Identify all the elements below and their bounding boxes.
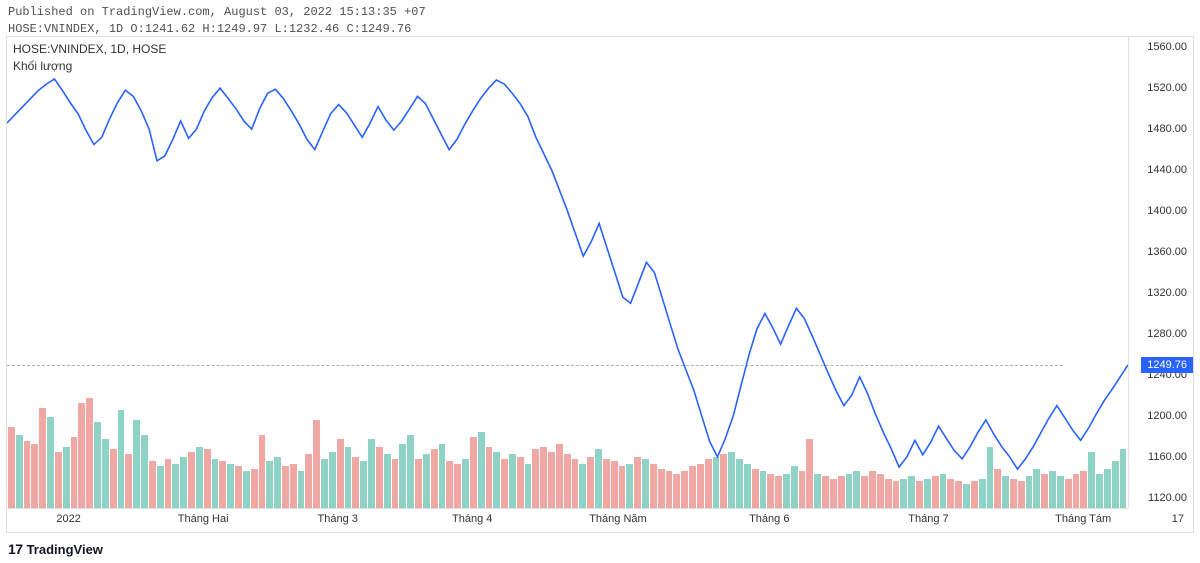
x-tick: Tháng 6 (749, 513, 789, 525)
x-tick: Tháng 7 (908, 513, 948, 525)
x-tick: Tháng 3 (318, 513, 358, 525)
tradingview-logo-icon: 17 (8, 541, 23, 557)
chart-plot-area[interactable]: HOSE:VNINDEX, 1D, HOSE Khối lượng (7, 37, 1128, 508)
y-tick: 1560.00 (1147, 41, 1187, 53)
x-tick: 2022 (56, 513, 80, 525)
published-line: Published on TradingView.com, August 03,… (8, 4, 1192, 21)
y-tick: 1160.00 (1148, 451, 1187, 463)
x-tick: Tháng Hai (178, 513, 229, 525)
y-tick: 1360.00 (1147, 246, 1187, 258)
symbol-label: HOSE:VNINDEX, 1D, HOSE (13, 41, 166, 58)
y-tick: 1120.00 (1148, 492, 1187, 504)
last-price-badge: 1249.76 (1141, 357, 1193, 373)
x-tick-stub: 17 (1172, 513, 1184, 525)
tradingview-brand-text: TradingView (27, 542, 103, 557)
chart-info-overlay: HOSE:VNINDEX, 1D, HOSE Khối lượng (13, 41, 166, 75)
chart-header: Published on TradingView.com, August 03,… (0, 0, 1200, 40)
x-tick: Tháng Năm (589, 513, 646, 525)
y-tick: 1200.00 (1147, 410, 1187, 422)
x-tick: Tháng Tám (1055, 513, 1111, 525)
y-tick: 1320.00 (1147, 287, 1187, 299)
x-tick: Tháng 4 (452, 513, 492, 525)
chart-container[interactable]: HOSE:VNINDEX, 1D, HOSE Khối lượng 1249.7… (6, 36, 1194, 533)
x-axis: 2022 Tháng Hai Tháng 3 Tháng 4 Tháng Năm Thán… (7, 508, 1128, 532)
y-axis: 1249.76 1120.001160.001200.001240.001280… (1128, 37, 1193, 508)
y-tick: 1480.00 (1147, 123, 1187, 135)
y-tick: 1280.00 (1147, 328, 1187, 340)
tradingview-branding: 17 TradingView (8, 541, 103, 557)
y-tick: 1440.00 (1147, 164, 1187, 176)
price-line-svg (7, 37, 1128, 508)
volume-label: Khối lượng (13, 58, 166, 75)
y-tick: 1400.00 (1147, 205, 1187, 217)
y-tick: 1520.00 (1147, 82, 1187, 94)
